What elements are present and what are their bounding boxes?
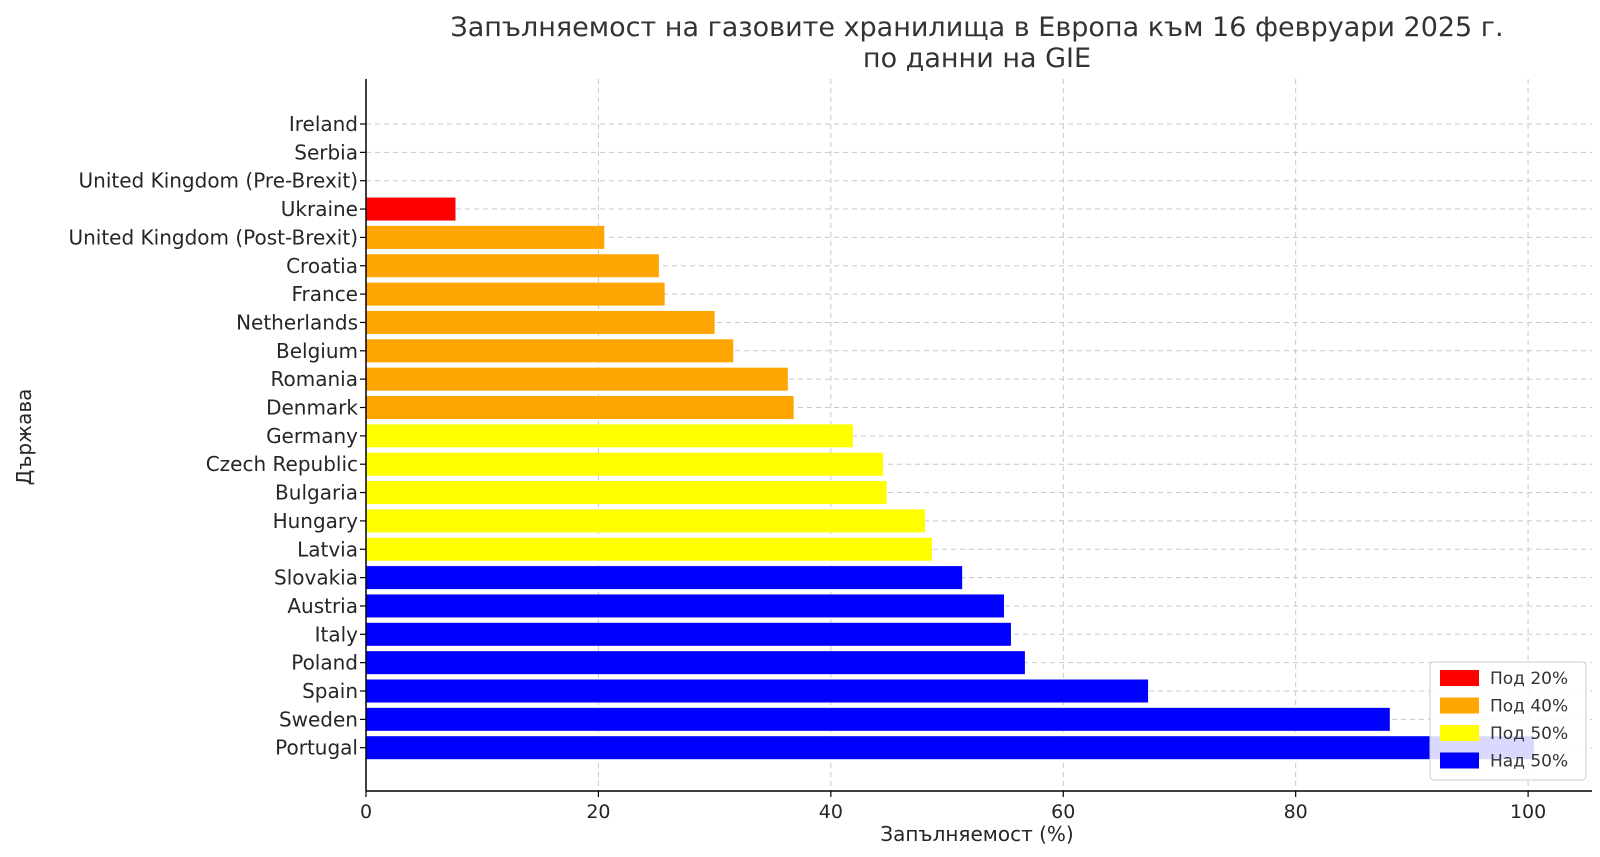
x-tick-label: 20 xyxy=(586,801,610,823)
x-tick-label: 40 xyxy=(819,801,843,823)
bar xyxy=(366,367,788,391)
category-label: Latvia xyxy=(297,537,358,561)
category-label: Croatia xyxy=(286,254,358,278)
bar xyxy=(366,197,456,221)
chart-subtitle: по данни на GIE xyxy=(863,43,1091,74)
chart-title: Запълняемост на газовите хранилища в Евр… xyxy=(450,12,1503,43)
bars xyxy=(366,197,1534,760)
x-axis-label: Запълняемост (%) xyxy=(880,822,1073,846)
bar xyxy=(366,225,605,249)
bar xyxy=(366,282,665,306)
category-label: Belgium xyxy=(276,339,358,363)
x-tick-label: 0 xyxy=(360,801,372,823)
bar xyxy=(366,339,734,363)
bar xyxy=(366,566,963,590)
bar xyxy=(366,310,715,334)
category-label: Denmark xyxy=(266,396,358,420)
category-label: Romania xyxy=(271,367,358,391)
legend: Под 20% Под 40% Под 50% Над 50% xyxy=(1429,661,1587,781)
bar xyxy=(366,424,853,448)
x-tick-labels: 0 20 40 60 80 100 xyxy=(360,801,1546,823)
x-tick-label: 100 xyxy=(1510,801,1546,823)
category-label: Ireland xyxy=(289,112,358,136)
category-label: Sweden xyxy=(279,707,358,731)
legend-swatch xyxy=(1440,752,1479,769)
legend-swatch xyxy=(1440,697,1479,714)
axes xyxy=(365,79,1592,792)
category-label: Bulgaria xyxy=(275,481,358,505)
bar xyxy=(366,537,932,561)
category-label: Portugal xyxy=(275,736,358,760)
bar xyxy=(366,396,794,419)
bar xyxy=(366,594,1004,618)
category-label: Netherlands xyxy=(236,310,358,334)
category-label: Germany xyxy=(266,424,358,448)
category-label: France xyxy=(291,282,358,306)
bar xyxy=(366,254,659,278)
x-tick-label: 80 xyxy=(1284,801,1308,823)
bar xyxy=(366,707,1390,731)
category-label: United Kingdom (Pre-Brexit) xyxy=(79,169,358,193)
category-label: United Kingdom (Post-Brexit) xyxy=(68,225,358,249)
legend-box xyxy=(1429,661,1587,781)
category-label: Slovakia xyxy=(274,566,358,590)
category-label: Italy xyxy=(315,622,359,646)
category-labels: Ireland Serbia United Kingdom (Pre-Brexit)… xyxy=(68,112,358,760)
category-label: Hungary xyxy=(273,509,359,533)
bar xyxy=(366,452,884,476)
category-label: Poland xyxy=(291,651,358,675)
bar xyxy=(366,736,1534,760)
category-label: Czech Republic xyxy=(206,452,358,476)
y-axis-label: Държава xyxy=(12,389,36,486)
bar xyxy=(366,622,1011,646)
bar xyxy=(366,679,1149,703)
bar xyxy=(366,651,1025,675)
legend-label: Над 50% xyxy=(1490,752,1568,772)
legend-swatch xyxy=(1440,670,1479,686)
legend-swatch xyxy=(1440,725,1479,741)
bar xyxy=(366,509,925,533)
bar xyxy=(366,481,887,505)
category-label: Ukraine xyxy=(281,197,358,221)
x-tick-label: 60 xyxy=(1051,801,1075,823)
category-label: Austria xyxy=(287,594,358,618)
legend-label: Под 50% xyxy=(1490,724,1568,744)
legend-label: Под 20% xyxy=(1490,669,1568,689)
category-label: Spain xyxy=(302,679,358,703)
legend-label: Под 40% xyxy=(1490,697,1568,717)
category-label: Serbia xyxy=(294,140,358,164)
